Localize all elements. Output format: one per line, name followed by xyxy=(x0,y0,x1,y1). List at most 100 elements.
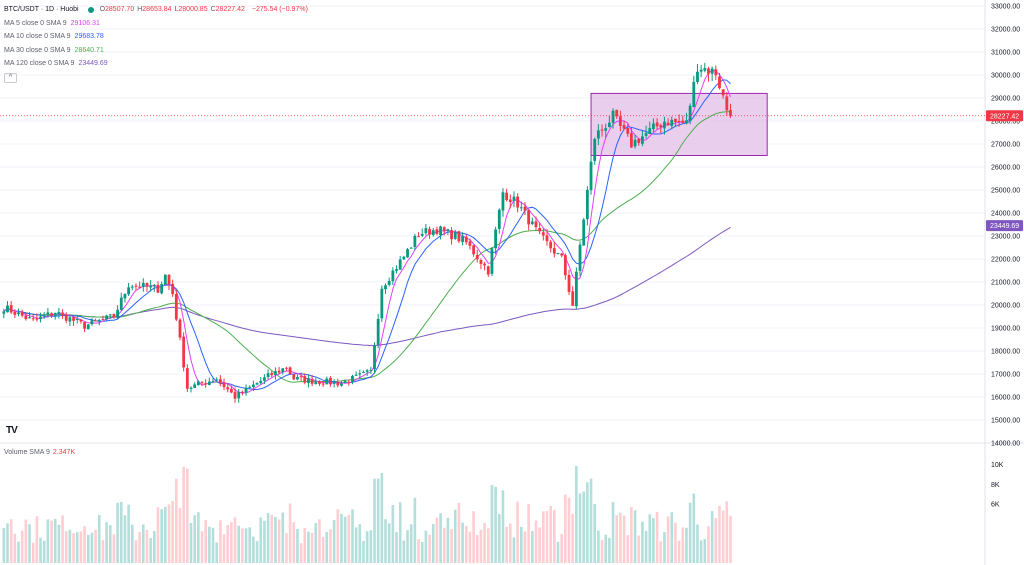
candle-body xyxy=(340,383,343,386)
candle xyxy=(134,283,138,291)
candle xyxy=(585,186,589,226)
y-tick-label: 15000.00 xyxy=(991,418,1020,425)
candle-body xyxy=(182,336,186,368)
y-tick-label: 29000.00 xyxy=(991,96,1020,103)
indicator-row[interactable]: MA 30 close 0 SMA 9 28640.71 xyxy=(4,44,308,58)
candle xyxy=(347,379,351,386)
candle xyxy=(630,127,633,148)
indicator-row[interactable]: MA 10 close 0 SMA 9 29683.78 xyxy=(4,30,308,44)
candle-body xyxy=(692,81,696,108)
candle xyxy=(497,208,501,234)
indicator-value: 28640.71 xyxy=(74,46,104,54)
volume-bar xyxy=(175,478,178,563)
volume-bar xyxy=(6,523,9,563)
candle xyxy=(343,379,347,384)
candle-body xyxy=(13,311,17,315)
candle-body xyxy=(281,368,285,372)
volume-bar xyxy=(222,534,226,563)
volume-bar xyxy=(299,543,303,563)
volume-bar xyxy=(116,502,119,563)
chevron-up-icon[interactable]: ^ xyxy=(4,72,17,83)
candle xyxy=(68,314,72,326)
candle-body xyxy=(358,373,362,375)
candle-body xyxy=(200,382,204,384)
candle xyxy=(152,283,156,292)
candle-body xyxy=(274,371,277,375)
candle xyxy=(299,372,303,381)
candle xyxy=(699,64,703,78)
price-change: −275.54 (−0.97%) xyxy=(251,6,308,13)
candle xyxy=(593,137,597,165)
candle xyxy=(538,222,542,235)
candle xyxy=(560,253,564,258)
volume-bar xyxy=(608,537,611,563)
candle xyxy=(248,385,252,389)
candle xyxy=(373,342,376,374)
volume-bar xyxy=(527,503,530,563)
candle xyxy=(692,75,696,108)
candle xyxy=(108,314,112,319)
volume-bar xyxy=(252,536,255,563)
candle-body xyxy=(398,259,402,270)
candle-body xyxy=(108,314,112,316)
candle xyxy=(556,252,560,255)
candle xyxy=(611,108,615,129)
volume-bar xyxy=(281,512,285,563)
tradingview-logo[interactable]: TV xyxy=(6,425,18,436)
candle xyxy=(141,278,145,292)
volume-bar xyxy=(318,519,321,563)
indicator-row[interactable]: MA 120 close 0 SMA 9 23449.69 xyxy=(4,57,308,71)
volume-bar xyxy=(145,530,149,563)
candle-body xyxy=(329,377,332,385)
candle-body xyxy=(461,236,464,242)
candle-body xyxy=(178,319,182,338)
volume-bar xyxy=(204,520,207,563)
ma-120-line xyxy=(3,226,731,347)
volume-bar xyxy=(24,519,28,563)
volume-bar xyxy=(688,502,692,563)
candle-body xyxy=(409,247,413,249)
candle-body xyxy=(138,286,142,288)
candle xyxy=(251,380,255,392)
volume-bar xyxy=(182,466,185,563)
candle-body xyxy=(31,318,35,320)
candle xyxy=(277,366,281,375)
candle xyxy=(39,312,42,323)
volume-bar xyxy=(567,497,571,563)
candle xyxy=(83,321,86,332)
candle-body xyxy=(112,313,116,318)
candle-body xyxy=(578,244,582,271)
candle xyxy=(688,103,692,125)
y-tick-label: 17000.00 xyxy=(991,372,1020,379)
volume-bar xyxy=(615,515,619,563)
candle xyxy=(490,247,494,276)
volume-bar xyxy=(9,519,13,563)
candle xyxy=(105,314,108,321)
candle xyxy=(729,103,732,118)
candle xyxy=(2,308,6,319)
candle-body xyxy=(384,285,387,290)
candle xyxy=(424,223,428,236)
candle-body xyxy=(2,311,6,314)
candle-body xyxy=(28,317,31,319)
indicator-row[interactable]: MA 5 close 0 SMA 9 29106.31 xyxy=(4,17,308,31)
candle xyxy=(450,227,453,245)
symbol-title[interactable]: BTC/USDT · 1D · Huobi xyxy=(4,6,79,13)
candle-body xyxy=(226,387,230,390)
candle xyxy=(530,217,534,226)
candle xyxy=(714,65,718,80)
y-tick-label: 18000.00 xyxy=(991,349,1020,356)
volume-legend[interactable]: Volume SMA 9 2.347K xyxy=(4,449,75,456)
candle-body xyxy=(296,377,299,380)
candle xyxy=(402,255,406,261)
y-tick-label: 25000.00 xyxy=(991,188,1020,195)
candle xyxy=(193,382,197,389)
candle xyxy=(398,256,402,270)
candle xyxy=(46,308,50,318)
volume-bar xyxy=(296,528,299,563)
volume-bar xyxy=(255,541,259,563)
candle-body xyxy=(402,256,406,260)
volume-bar xyxy=(270,514,274,563)
volume-bar xyxy=(475,535,479,563)
